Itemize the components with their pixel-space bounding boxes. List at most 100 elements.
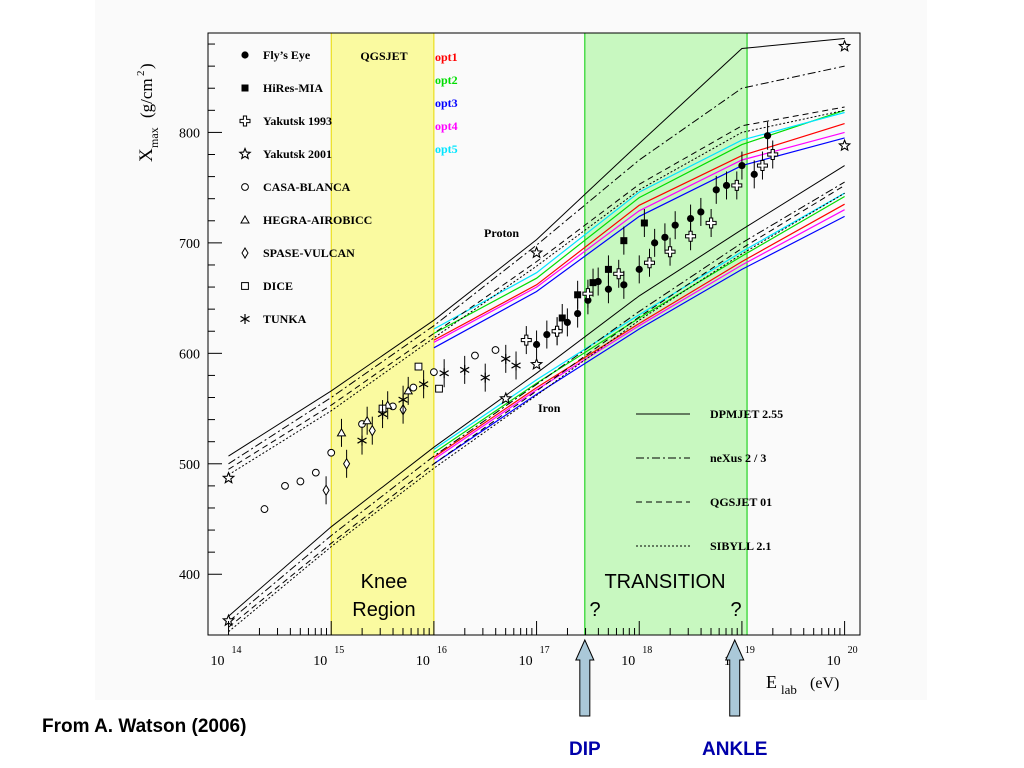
yakutsk-2001-point [838,39,852,52]
dice-point [414,362,423,371]
x-tick-base: 10 [519,654,533,669]
legend-model-label: neXus 2 / 3 [710,451,766,465]
legend-label-experiment: CASA-BLANCA [263,180,351,194]
spase-vulcan-point [343,457,351,470]
flys-eye-point [671,221,679,229]
casa-blanca-point [260,505,269,513]
y-axis-unit-superscript: 2 [135,71,147,77]
tunka-point [500,353,511,364]
casa-blanca-point [491,346,500,354]
x-tick-base: 10 [313,654,327,669]
x-tick-base: 10 [211,654,225,669]
x-axis-label: E lab (eV) [766,672,839,697]
legend-qgsjet-option: opt3 [435,96,458,110]
ankle-arrow: ANKLE [702,638,767,760]
arrow-shape [575,638,595,717]
plot-border [207,32,861,636]
qgsjet-opt2-proton-curve [433,109,845,334]
qgsjet-opt3-iron-curve [433,215,845,465]
yakutsk-2001-point [838,138,852,152]
flys-eye-point [543,330,551,339]
yakutsk-2001-point [529,357,544,371]
x-tick-base: 10 [621,654,635,669]
legend-model-label: QGSJET 01 [710,495,772,509]
flys-eye-point [750,170,758,178]
yakutsk-1993-point [613,268,625,280]
legend-marker-open-circle [241,183,249,191]
model-1-proton-curve [228,38,845,457]
y-axis-unit-close: ) [137,63,156,69]
yakutsk-1993-point [582,288,594,300]
x-tick-exponent: 17 [540,645,550,656]
dip-arrow: DIP [569,638,601,760]
flys-eye-point [574,309,582,318]
casa-blanca-point [281,481,289,490]
x-tick-exponent: 19 [745,645,755,656]
yakutsk-2001-point [221,471,236,484]
transition-label: TRANSITION ? ? [589,571,741,621]
transition-question-left: ? [589,599,600,621]
flys-eye-point [635,265,643,273]
hires-mia-point [558,314,566,322]
model-2-iron-curve [228,181,845,623]
legend-qgsjet-option: opt5 [435,142,458,156]
hegra-airobicc-point [336,427,347,437]
iron-curve-label: Iron [538,401,561,415]
x-tick-label: 10 20 [827,645,858,669]
flys-eye-point [697,208,705,216]
flys-eye-point [763,132,772,140]
legend-marker-open-square [241,282,249,290]
yakutsk-1993-point [520,334,532,346]
hegra-airobicc-point [362,415,373,425]
legend-marker-filled-circle [241,51,249,59]
x-axis-unit: (eV) [810,675,839,692]
knee-region-band [330,32,435,636]
flys-eye-point [722,181,731,190]
tunka-point [459,364,470,375]
yakutsk-1993-point [551,325,563,337]
y-tick-label: 500 [179,458,200,473]
tunka-point [439,368,449,379]
yakutsk-1993-point [731,179,743,191]
legend-marker-open-cross [239,115,251,127]
yakutsk-1993-point [664,246,676,258]
model-2-proton-curve [228,65,845,465]
hires-mia-point [574,291,582,299]
knee-region-label: Knee Region [352,571,415,621]
qgsjet-opt2-iron-curve [433,195,845,454]
yakutsk-2001-point [499,391,513,405]
experimental-data-points [221,39,852,627]
x-axis-subscript: lab [781,682,797,697]
legend-qgsjet-option: opt1 [435,50,458,64]
proton-curve-label: Proton [484,226,519,240]
legend-marker-asterisk [240,314,250,324]
legend-qgsjet-title: QGSJET [360,49,407,63]
yakutsk-1993-point [705,217,717,229]
caption: From A. Watson (2006) [42,716,246,737]
qgsjet-opt5-proton-curve [433,111,845,330]
casa-blanca-point [311,468,320,477]
y-tick-label: 600 [179,347,200,362]
legend-label-experiment: TUNKA [263,312,307,326]
hires-mia-point [640,219,648,227]
x-tick-exponent: 20 [848,645,858,656]
flys-eye-point [651,239,659,247]
legend-label-experiment: HiRes-MIA [263,81,323,95]
x-tick-label: 10 15 [313,645,344,669]
legend-marker-open-star [238,146,252,160]
model-3-iron-curve [228,184,845,628]
casa-blanca-point [429,368,438,377]
hires-mia-point [620,237,628,245]
figure-background [95,0,927,700]
hires-mia-point [604,265,612,273]
dip-label: DIP [569,739,601,760]
legend-label-experiment: Yakutsk 1993 [263,114,332,128]
transition-question-right: ? [730,599,741,621]
x-tick-base: 10 [827,654,841,669]
x-tick-label: 10 17 [519,645,550,669]
legend-model-label: DPMJET 2.55 [710,407,783,421]
flys-eye-point [620,281,628,289]
tunka-point [480,372,491,383]
y-axis-symbol: X [136,148,157,162]
